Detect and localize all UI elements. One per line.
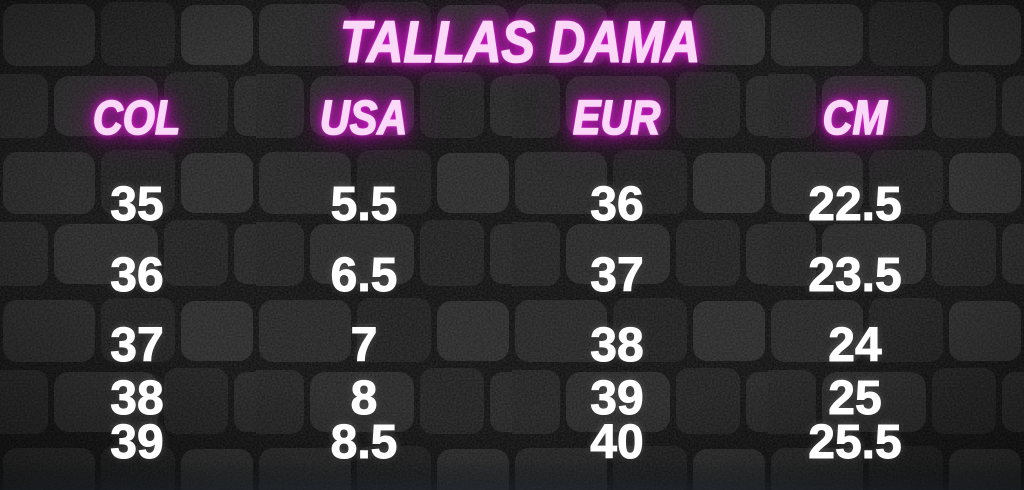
size-cell: 22.5	[808, 178, 902, 231]
size-cell: 40	[590, 416, 644, 469]
page-title-text: TALLAS DAMA	[339, 8, 701, 75]
column-header-eur: EUR	[573, 89, 662, 145]
column-header-cm: CM	[822, 89, 888, 145]
column-header-usa: USA	[320, 89, 409, 145]
size-cell: 35	[110, 178, 164, 231]
size-cell: 37	[110, 319, 164, 372]
table-row: 38 8 39 25	[0, 372, 1024, 425]
size-cell: 37	[590, 249, 644, 302]
size-cell: 8	[350, 372, 378, 425]
size-cell: 36	[110, 249, 164, 302]
size-cell: 38	[110, 372, 164, 425]
table-row: 37 7 38 24	[0, 319, 1024, 372]
table-row: 39 8.5 40 25.5	[0, 416, 1024, 469]
size-cell: 39	[590, 372, 644, 425]
page-title: TALLAS DAMA	[0, 8, 1024, 75]
size-cell: 7	[350, 319, 378, 372]
size-cell: 36	[590, 178, 644, 231]
table-row: 35 5.5 36 22.5	[0, 178, 1024, 231]
column-header-col: COL	[93, 89, 182, 145]
table-row: 36 6.5 37 23.5	[0, 249, 1024, 302]
size-cell: 23.5	[808, 249, 902, 302]
size-cell: 38	[590, 319, 644, 372]
size-cell: 24	[828, 319, 882, 372]
size-cell: 8.5	[330, 416, 398, 469]
size-cell: 5.5	[330, 178, 398, 231]
size-cell: 25	[828, 372, 882, 425]
size-cell: 6.5	[330, 249, 398, 302]
size-cell: 25.5	[808, 416, 902, 469]
table-header-row: COL USA EUR CM	[0, 89, 1024, 145]
size-cell: 39	[110, 416, 164, 469]
